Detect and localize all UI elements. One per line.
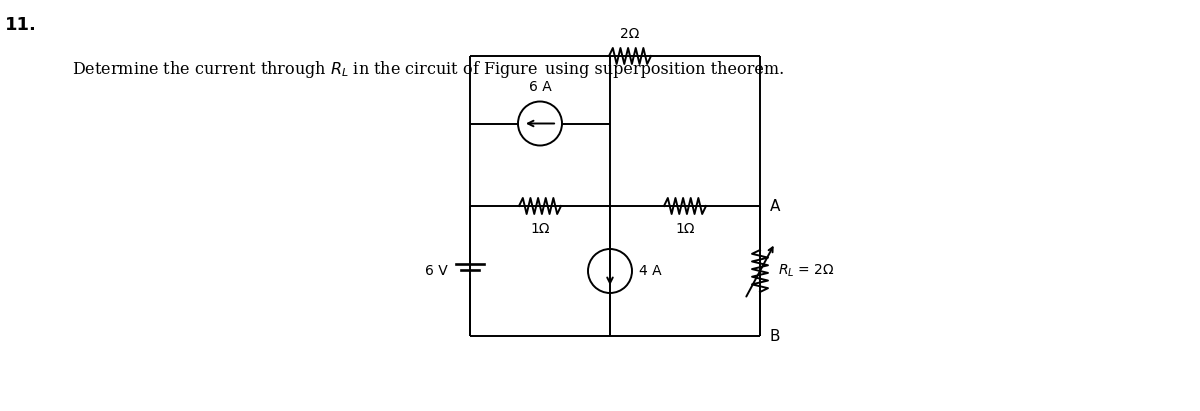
Text: 6 A: 6 A [529, 79, 551, 93]
Text: 4 A: 4 A [640, 264, 661, 278]
Text: 6 V: 6 V [425, 264, 448, 278]
Text: A: A [770, 199, 780, 213]
Text: B: B [770, 328, 780, 344]
Text: 1Ω: 1Ω [676, 222, 695, 236]
Text: $R_L$ = 2Ω: $R_L$ = 2Ω [778, 263, 835, 279]
Text: 2Ω: 2Ω [620, 27, 640, 41]
Text: 1Ω: 1Ω [530, 222, 550, 236]
Text: using superposition theorem.: using superposition theorem. [545, 60, 785, 78]
Text: Determine the current through $R_L$ in the circuit of Figure: Determine the current through $R_L$ in t… [72, 58, 538, 79]
Text: 11.: 11. [5, 16, 37, 34]
